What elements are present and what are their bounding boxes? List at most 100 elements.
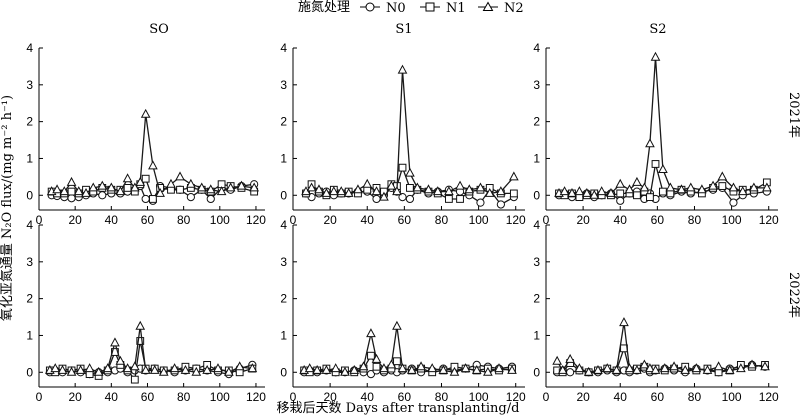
column-title-so: SO xyxy=(149,22,169,37)
data-point-n2 xyxy=(50,363,61,373)
x-tick-label: 80 xyxy=(435,390,449,404)
data-point-n1 xyxy=(367,351,375,360)
data-point-n2 xyxy=(88,182,99,192)
data-point-n2 xyxy=(362,178,373,188)
data-point-n2 xyxy=(507,364,517,374)
data-point-n2 xyxy=(140,108,151,118)
data-point-n0 xyxy=(67,194,76,203)
data-point-n2 xyxy=(427,363,438,373)
data-point-n2 xyxy=(639,359,650,369)
data-point-n2 xyxy=(247,363,258,373)
data-point-n2 xyxy=(632,364,642,374)
data-point-n2 xyxy=(639,182,650,192)
series-n2 xyxy=(299,320,517,376)
data-point-n2 xyxy=(680,364,691,374)
data-point-n2 xyxy=(464,184,475,194)
data-point-n2 xyxy=(191,366,202,376)
x-tick-label: 80 xyxy=(177,213,191,227)
data-point-n2 xyxy=(135,176,146,186)
data-point-n2 xyxy=(148,160,158,170)
data-point-n2 xyxy=(702,364,713,374)
data-point-n2 xyxy=(392,186,402,196)
x-tick-label: 100 xyxy=(722,390,742,404)
y-tick-label: 4 xyxy=(280,218,287,232)
data-point-n2 xyxy=(386,359,397,369)
data-point-n2 xyxy=(685,182,696,192)
x-tick-label: 100 xyxy=(469,390,489,404)
data-point-n2 xyxy=(366,328,376,338)
data-point-n2 xyxy=(135,320,146,330)
data-point-n2 xyxy=(358,361,369,371)
data-point-n1 xyxy=(718,182,727,190)
data-point-n2 xyxy=(509,171,519,181)
data-point-n2 xyxy=(110,337,120,347)
data-point-n2 xyxy=(432,186,443,196)
data-point-n2 xyxy=(494,363,504,373)
y-tick-label: 2 xyxy=(26,292,33,306)
data-point-n2 xyxy=(330,363,341,373)
y-tick-label: 4 xyxy=(533,41,540,55)
y-tick-label: 2 xyxy=(280,115,287,129)
data-point-n2 xyxy=(552,355,562,365)
y-tick-label: 0 xyxy=(533,188,540,202)
data-point-n2 xyxy=(728,182,739,192)
x-tick-label: 40 xyxy=(361,390,375,404)
data-point-n2 xyxy=(747,359,757,369)
data-point-n2 xyxy=(405,167,415,177)
data-point-n2 xyxy=(471,364,482,374)
data-point-n2 xyxy=(611,364,622,374)
x-tick-label: 100 xyxy=(210,213,230,227)
data-point-n0 xyxy=(206,194,215,204)
row-label-2021: 2021年 xyxy=(786,92,800,138)
x-tick-label: 100 xyxy=(210,390,230,404)
data-point-n2 xyxy=(559,186,570,196)
data-point-n2 xyxy=(75,364,86,374)
data-point-n2 xyxy=(180,364,191,374)
data-point-n2 xyxy=(606,187,616,197)
data-point-n1 xyxy=(509,189,518,198)
data-point-n2 xyxy=(343,187,354,197)
y-axis-label: 氧化亚氮通量 N₂O flux/(mg m⁻² h⁻¹) xyxy=(0,95,15,321)
data-point-n2 xyxy=(762,182,772,192)
data-point-n2 xyxy=(236,180,247,190)
x-tick-label: 0 xyxy=(290,390,297,404)
data-point-n0 xyxy=(372,194,381,204)
data-point-n2 xyxy=(496,186,506,196)
data-point-n1 xyxy=(111,348,119,356)
data-point-n2 xyxy=(713,361,724,371)
x-tick-label: 0 xyxy=(543,213,550,227)
data-point-n2 xyxy=(52,184,62,194)
data-point-n2 xyxy=(749,182,759,192)
data-point-n2 xyxy=(186,178,196,188)
x-tick-label: 60 xyxy=(651,390,665,404)
data-point-n2 xyxy=(115,186,126,196)
data-point-n2 xyxy=(708,180,718,190)
data-point-n2 xyxy=(386,180,397,190)
data-point-n2 xyxy=(371,353,382,363)
data-point-n2 xyxy=(149,364,160,374)
data-point-n2 xyxy=(557,364,568,374)
data-point-n2 xyxy=(650,364,661,374)
data-point-n2 xyxy=(691,363,702,373)
data-point-n2 xyxy=(484,187,495,197)
x-tick-label: 60 xyxy=(141,390,155,404)
data-point-n2 xyxy=(225,182,236,192)
data-point-n0 xyxy=(496,200,505,209)
square-marker-icon xyxy=(425,2,435,12)
data-point-n2 xyxy=(676,184,687,194)
data-point-n2 xyxy=(349,364,360,374)
data-point-n1 xyxy=(123,184,132,192)
column-title-s2: S2 xyxy=(649,22,666,37)
data-point-n1 xyxy=(149,195,157,203)
data-point-n0 xyxy=(729,198,738,207)
data-point-n2 xyxy=(665,182,676,192)
data-point-n1 xyxy=(136,337,145,345)
x-tick-label: 0 xyxy=(290,213,297,227)
data-point-n2 xyxy=(213,363,223,373)
data-point-n2 xyxy=(84,363,95,373)
data-point-n1 xyxy=(141,174,150,183)
data-point-n2 xyxy=(593,364,603,374)
